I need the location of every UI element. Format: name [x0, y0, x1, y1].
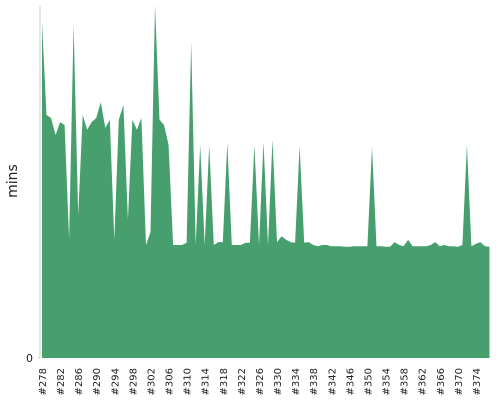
- x-tick-label: #338: [309, 368, 320, 395]
- x-tick-label: #278: [38, 368, 49, 395]
- x-tick-label: #282: [56, 368, 67, 395]
- x-tick-label: #326: [255, 368, 266, 395]
- x-tick-label: #318: [219, 368, 230, 395]
- x-tick-label: #354: [382, 368, 393, 395]
- x-tick-label: #322: [237, 368, 248, 395]
- x-tick-label: #290: [92, 368, 103, 395]
- x-tick-label: #374: [472, 368, 483, 395]
- x-tick-label: #362: [418, 368, 429, 395]
- x-tick-label: #346: [345, 368, 356, 395]
- x-tick-label: #294: [110, 368, 121, 395]
- x-tick-label: #330: [273, 368, 284, 395]
- area: [42, 5, 490, 358]
- x-tick-label: #286: [74, 368, 85, 395]
- x-tick-label: #366: [436, 368, 447, 395]
- y-tick-label: 0: [26, 352, 33, 365]
- x-tick-label: #370: [454, 368, 465, 395]
- x-tick-label: #358: [400, 368, 411, 395]
- x-tick-label: #350: [363, 368, 374, 395]
- x-tick-label: #302: [146, 368, 157, 395]
- y-axis-label: mins: [5, 164, 21, 198]
- x-tick-label: #334: [291, 368, 302, 395]
- x-tick-label: #298: [128, 368, 139, 395]
- x-tick-label: #310: [183, 368, 194, 395]
- x-tick-label: #314: [201, 368, 212, 395]
- x-tick-label: #342: [327, 368, 338, 395]
- x-tick-label: #306: [165, 368, 176, 395]
